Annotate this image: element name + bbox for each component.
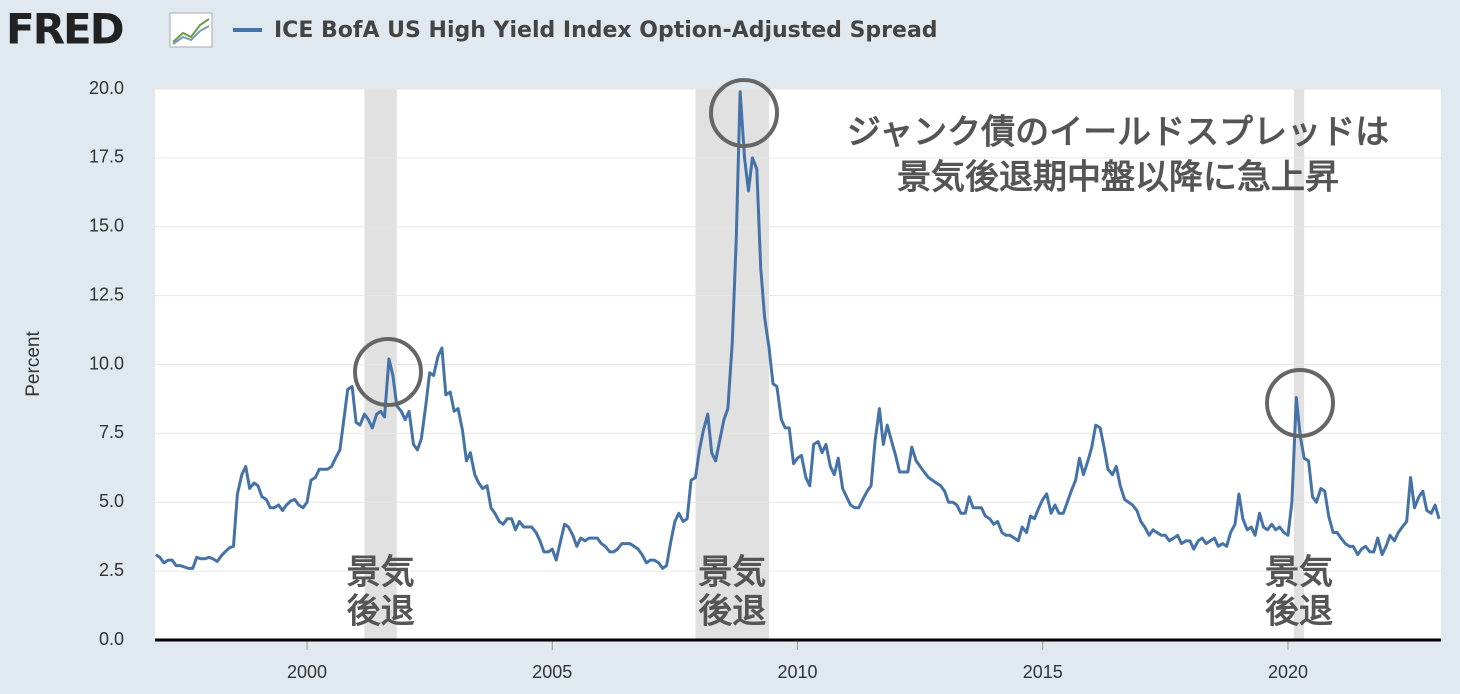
x-tick-label: 2015	[1023, 662, 1063, 682]
y-tick-label: 20.0	[89, 78, 124, 98]
recession-label: 後退	[698, 592, 766, 632]
legend-label: ICE BofA US High Yield Index Option-Adju…	[274, 18, 938, 43]
recession-label: 後退	[1265, 592, 1333, 632]
y-tick-label: 7.5	[99, 422, 124, 442]
x-tick-label: 2020	[1268, 662, 1308, 682]
y-tick-label: 10.0	[89, 353, 124, 373]
x-tick-label: 2005	[532, 662, 572, 682]
recession-label: 景気	[698, 553, 766, 593]
y-tick-label: 5.0	[99, 491, 124, 511]
x-tick-label: 2010	[777, 662, 817, 682]
y-tick-label: 2.5	[99, 560, 124, 580]
y-tick-label: 15.0	[89, 216, 124, 236]
highlight-circles	[353, 78, 1335, 438]
recession-label: 景気	[1265, 553, 1333, 593]
annotation: ジャンク債のイールドスプレッドは	[847, 113, 1389, 153]
logo-icon	[169, 12, 213, 48]
annotation: 景気後退期中盤以降に急上昇	[897, 158, 1339, 198]
y-axis-label: Percent	[23, 331, 44, 397]
x-tick-label: 2000	[287, 662, 327, 682]
y-tick-label: 0.0	[99, 629, 124, 649]
y-tick-label: 17.5	[89, 147, 124, 167]
logo: FRED	[6, 5, 123, 54]
recession-label: 景気	[347, 553, 415, 593]
y-tick-label: 12.5	[89, 284, 124, 304]
series-line	[155, 90, 1441, 570]
recession-label: 後退	[347, 592, 415, 632]
